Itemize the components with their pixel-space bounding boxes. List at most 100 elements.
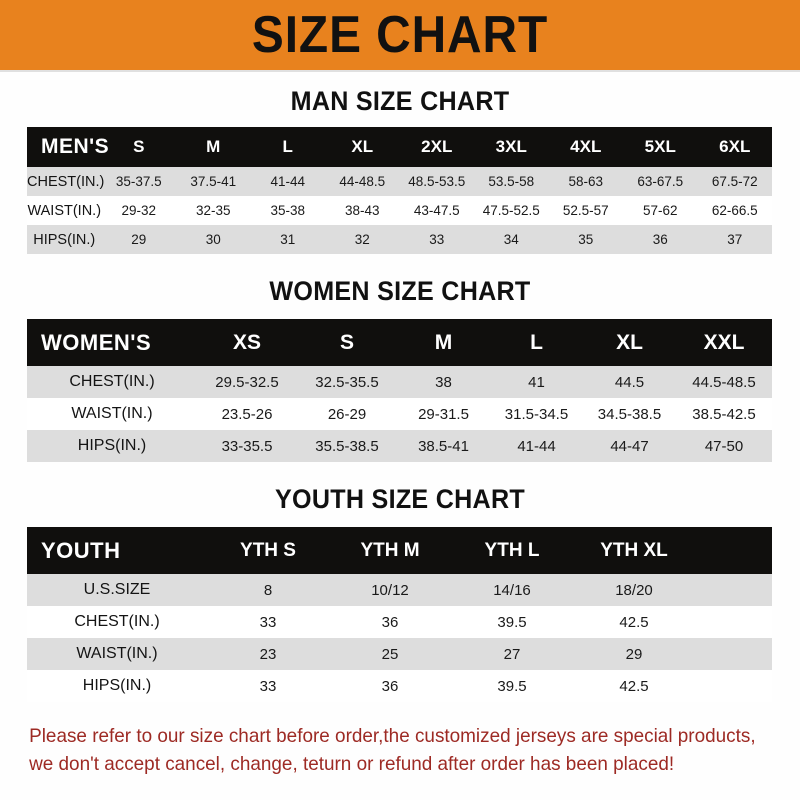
- men-col-4xl: 4XL: [570, 137, 602, 156]
- table-cell: 33: [207, 606, 329, 638]
- table-cell: 37.5-41: [176, 167, 251, 196]
- youth-table-body: U.S.SIZE 8 10/12 14/16 18/20 CHEST(IN.) …: [27, 574, 772, 702]
- table-cell: 32.5-35.5: [297, 366, 397, 398]
- table-cell: 41-44: [250, 167, 325, 196]
- table-cell: 34: [474, 225, 549, 254]
- table-cell: 14/16: [451, 574, 573, 606]
- youth-col-s: YTH S: [240, 539, 296, 561]
- men-size-table: MEN'S S M L XL 2XL 3XL 4XL 5XL 6XL CHEST…: [27, 127, 772, 254]
- table-cell: 36: [623, 225, 698, 254]
- women-col-m: M: [434, 330, 453, 354]
- table-cell: 33: [399, 225, 474, 254]
- youth-col-m: YTH M: [360, 539, 420, 561]
- women-col-xs: XS: [232, 330, 261, 354]
- men-corner-label: MEN'S: [41, 135, 110, 158]
- table-cell: 39.5: [451, 670, 573, 702]
- table-cell: 32: [325, 225, 400, 254]
- table-row: CHEST(IN.) 33 36 39.5 42.5: [27, 606, 772, 638]
- table-cell: 34.5-38.5: [583, 398, 676, 430]
- page-banner: SIZE CHART: [0, 0, 800, 72]
- table-cell: 39.5: [451, 606, 573, 638]
- table-cell: 29-32: [101, 196, 176, 225]
- table-cell-spacer: [695, 670, 772, 702]
- table-cell: 35-37.5: [101, 167, 176, 196]
- table-cell: 23.5-26: [197, 398, 297, 430]
- table-cell: 26-29: [297, 398, 397, 430]
- men-table-header: MEN'S S M L XL 2XL 3XL 4XL 5XL 6XL: [27, 127, 772, 167]
- table-cell: 57-62: [623, 196, 698, 225]
- youth-table-header: YOUTH YTH S YTH M YTH L YTH XL: [27, 527, 772, 574]
- table-cell: 38: [397, 366, 490, 398]
- table-row: WAIST(IN.) 23.5-26 26-29 29-31.5 31.5-34…: [27, 398, 772, 430]
- table-cell: 43-47.5: [399, 196, 474, 225]
- footer-line-1: Please refer to our size chart before or…: [29, 725, 756, 747]
- table-cell: 41: [490, 366, 583, 398]
- table-cell: 42.5: [573, 670, 695, 702]
- youth-col-xl: YTH XL: [600, 539, 668, 561]
- table-cell: 33: [207, 670, 329, 702]
- table-cell: 8: [207, 574, 329, 606]
- table-cell: 63-67.5: [623, 167, 698, 196]
- table-row: HIPS(IN.) 33-35.5 35.5-38.5 38.5-41 41-4…: [27, 430, 772, 462]
- table-cell: 31.5-34.5: [490, 398, 583, 430]
- section-youth: YOUTH SIZE CHART YOUTH YTH S YTH M YTH L…: [0, 484, 800, 702]
- women-row-label-waist: WAIST(IN.): [27, 398, 197, 430]
- table-cell: 35.5-38.5: [297, 430, 397, 462]
- youth-row-label-hips: HIPS(IN.): [27, 670, 207, 702]
- section-women: WOMEN SIZE CHART WOMEN'S XS S M L XL XXL: [0, 276, 800, 462]
- table-cell: 58-63: [548, 167, 623, 196]
- youth-corner-label: YOUTH: [41, 537, 121, 563]
- table-cell: 52.5-57: [548, 196, 623, 225]
- women-corner-label: WOMEN'S: [41, 329, 152, 355]
- table-cell: 29: [101, 225, 176, 254]
- table-cell: 27: [451, 638, 573, 670]
- men-col-s: S: [133, 137, 145, 156]
- table-cell: 67.5-72: [697, 167, 772, 196]
- table-row: CHEST(IN.) 29.5-32.5 32.5-35.5 38 41 44.…: [27, 366, 772, 398]
- table-cell: 33-35.5: [197, 430, 297, 462]
- table-cell: 42.5: [573, 606, 695, 638]
- table-cell-spacer: [695, 606, 772, 638]
- table-cell: 29.5-32.5: [197, 366, 297, 398]
- women-col-xxl: XXL: [703, 330, 745, 354]
- footer-line-2: we don't accept cancel, change, teturn o…: [29, 753, 675, 776]
- youth-row-label-ussize: U.S.SIZE: [27, 574, 207, 606]
- table-header-row: MEN'S S M L XL 2XL 3XL 4XL 5XL 6XL: [27, 127, 772, 167]
- women-size-table: WOMEN'S XS S M L XL XXL CHEST(IN.) 29.5-…: [27, 319, 772, 462]
- men-col-3xl: 3XL: [495, 137, 527, 156]
- table-cell: 53.5-58: [474, 167, 549, 196]
- table-cell: 38-43: [325, 196, 400, 225]
- table-cell: 36: [329, 670, 451, 702]
- table-cell: 38.5-41: [397, 430, 490, 462]
- men-col-l: L: [282, 137, 293, 156]
- women-col-xl: XL: [616, 330, 643, 354]
- table-row: WAIST(IN.) 29-32 32-35 35-38 38-43 43-47…: [27, 196, 772, 225]
- table-cell: 44-48.5: [325, 167, 400, 196]
- table-cell: 25: [329, 638, 451, 670]
- table-cell: 44-47: [583, 430, 676, 462]
- page-title: SIZE CHART: [251, 6, 549, 64]
- men-col-xl: XL: [351, 137, 374, 156]
- men-row-label-hips: HIPS(IN.): [27, 225, 102, 254]
- table-cell: 47-50: [676, 430, 772, 462]
- table-cell: 44.5-48.5: [676, 366, 772, 398]
- table-cell: 31: [250, 225, 325, 254]
- section-title-women: WOMEN SIZE CHART: [269, 276, 531, 306]
- table-cell: 41-44: [490, 430, 583, 462]
- women-col-l: L: [530, 330, 543, 354]
- table-cell: 62-66.5: [697, 196, 772, 225]
- youth-row-label-waist: WAIST(IN.): [27, 638, 207, 670]
- youth-row-label-chest: CHEST(IN.): [27, 606, 207, 638]
- men-table-body: CHEST(IN.) 35-37.5 37.5-41 41-44 44-48.5…: [27, 167, 772, 254]
- table-cell: 18/20: [573, 574, 695, 606]
- table-cell: 10/12: [329, 574, 451, 606]
- table-row: HIPS(IN.) 29 30 31 32 33 34 35 36 37: [27, 225, 772, 254]
- table-cell: 30: [176, 225, 251, 254]
- table-cell: 48.5-53.5: [399, 167, 474, 196]
- table-cell: 32-35: [176, 196, 251, 225]
- youth-col-l: YTH L: [484, 539, 540, 561]
- section-man: MAN SIZE CHART MEN'S S M L XL 2XL 3XL 4X…: [0, 86, 800, 254]
- men-col-m: M: [206, 137, 221, 156]
- table-header-row: YOUTH YTH S YTH M YTH L YTH XL: [27, 527, 772, 574]
